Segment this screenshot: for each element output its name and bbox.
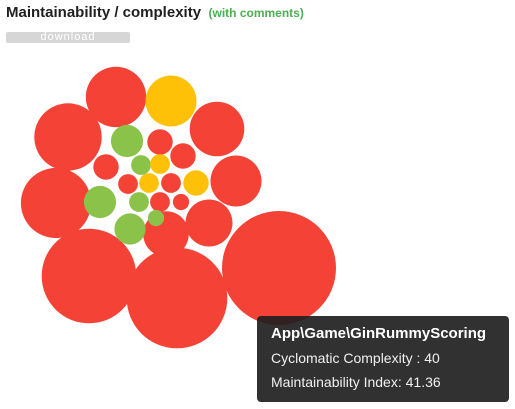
bubble-green[interactable] (131, 155, 151, 175)
bubble-green[interactable] (147, 209, 165, 227)
bubble-red[interactable] (126, 247, 228, 349)
bubble-red[interactable] (34, 103, 102, 171)
bubble-red[interactable] (147, 129, 173, 155)
tooltip: App\Game\GinRummyScoring Cyclomatic Comp… (257, 316, 509, 402)
bubble-red[interactable] (41, 228, 137, 324)
tooltip-cyclomatic: Cyclomatic Complexity : 40 (271, 350, 440, 366)
bubble-red[interactable] (222, 211, 336, 325)
bubble-red[interactable] (172, 193, 190, 211)
tooltip-maintainability: Maintainability Index: 41.36 (271, 374, 441, 390)
bubble-yellow[interactable] (145, 75, 197, 127)
bubble-red[interactable] (210, 155, 262, 207)
bubble-red[interactable] (118, 174, 138, 194)
bubble-yellow[interactable] (150, 154, 170, 174)
bubble-yellow[interactable] (183, 170, 209, 196)
bubble-red[interactable] (161, 173, 181, 193)
bubble-green[interactable] (110, 124, 144, 158)
bubble-red[interactable] (85, 66, 147, 128)
bubble-red[interactable] (189, 101, 245, 157)
bubble-yellow[interactable] (139, 173, 159, 193)
chart-subtitle: (with comments) (208, 6, 304, 20)
chart-title: Maintainability / complexity (6, 4, 202, 21)
bubble-red[interactable] (150, 192, 170, 212)
download-button[interactable]: download (6, 32, 130, 43)
bubble-red[interactable] (20, 167, 92, 239)
bubble-green[interactable] (129, 192, 149, 212)
bubble-green[interactable] (83, 185, 117, 219)
chart-header: Maintainability / complexity (with comme… (6, 4, 304, 22)
tooltip-class-name: App\Game\GinRummyScoring (271, 325, 487, 342)
bubble-red[interactable] (185, 199, 233, 247)
bubble-red[interactable] (93, 154, 119, 180)
bubble-green[interactable] (114, 213, 146, 245)
bubble-red[interactable] (170, 143, 196, 169)
